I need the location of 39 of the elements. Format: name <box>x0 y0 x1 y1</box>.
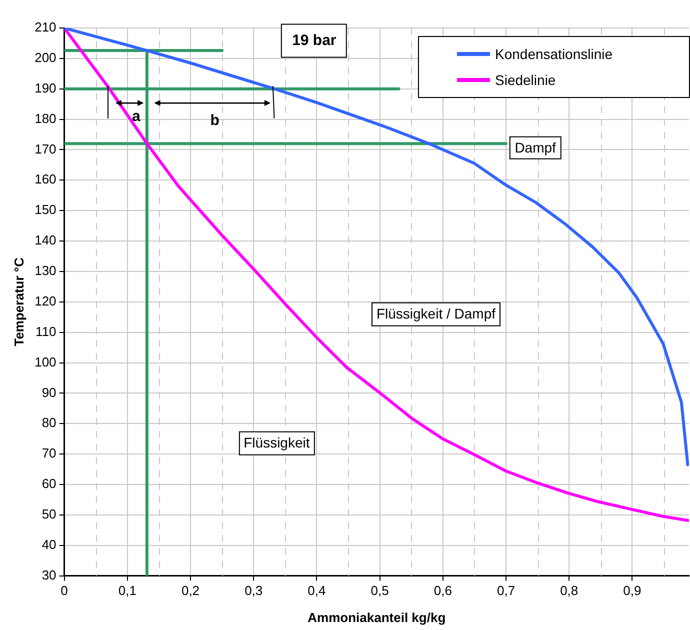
y-tick-label: 180 <box>34 110 56 126</box>
y-tick-label: 130 <box>34 263 56 278</box>
y-tick-label: 70 <box>42 446 56 461</box>
y-tick-label: 160 <box>34 172 56 187</box>
x-tick-label: 0,6 <box>434 583 452 598</box>
y-tick-label: 100 <box>34 354 56 370</box>
x-tick-label: 0,7 <box>496 583 516 598</box>
legend-label: Kondensationslinie <box>495 46 613 62</box>
y-tick-label: 210 <box>34 20 56 35</box>
x-tick-label: 0 <box>60 583 68 598</box>
x-axis-title: Ammoniakanteil kg/kg <box>308 610 446 625</box>
y-tick-label: 80 <box>42 415 56 430</box>
x-tick-label: 0,2 <box>181 583 200 598</box>
y-tick-label: 140 <box>34 232 56 248</box>
x-tick-label: 0,3 <box>244 583 263 598</box>
legend-label: Siedelinie <box>495 72 556 88</box>
y-tick-label: 200 <box>34 50 56 66</box>
y-tick-label: 150 <box>34 202 56 218</box>
annotation: 19 bar <box>281 23 348 58</box>
y-tick-label: 190 <box>34 80 56 96</box>
x-tick-label: 0,5 <box>370 583 389 598</box>
annotation: a <box>132 107 140 125</box>
y-tick-label: 50 <box>42 506 56 522</box>
y-tick-label: 40 <box>42 536 56 552</box>
y-tick-label: 90 <box>42 384 56 400</box>
y-axis-title: Temperatur °C <box>11 256 26 346</box>
x-tick-label: 0,1 <box>118 583 136 598</box>
annotation: Dampf <box>510 136 561 160</box>
annotation: Flüssigkeit <box>238 432 315 455</box>
annotation: Flüssigkeit / Dampf <box>371 302 501 326</box>
y-tick-label: 120 <box>34 293 56 308</box>
y-tick-label: 60 <box>42 476 56 492</box>
x-tick-label: 0,4 <box>308 583 326 598</box>
y-tick-label: 30 <box>42 567 56 582</box>
x-tick-label: 0,9 <box>623 583 642 598</box>
x-tick-label: 0,8 <box>560 583 578 598</box>
y-tick-label: 110 <box>36 324 56 339</box>
y-tick-label: 170 <box>34 141 56 156</box>
annotation: b <box>210 112 220 130</box>
